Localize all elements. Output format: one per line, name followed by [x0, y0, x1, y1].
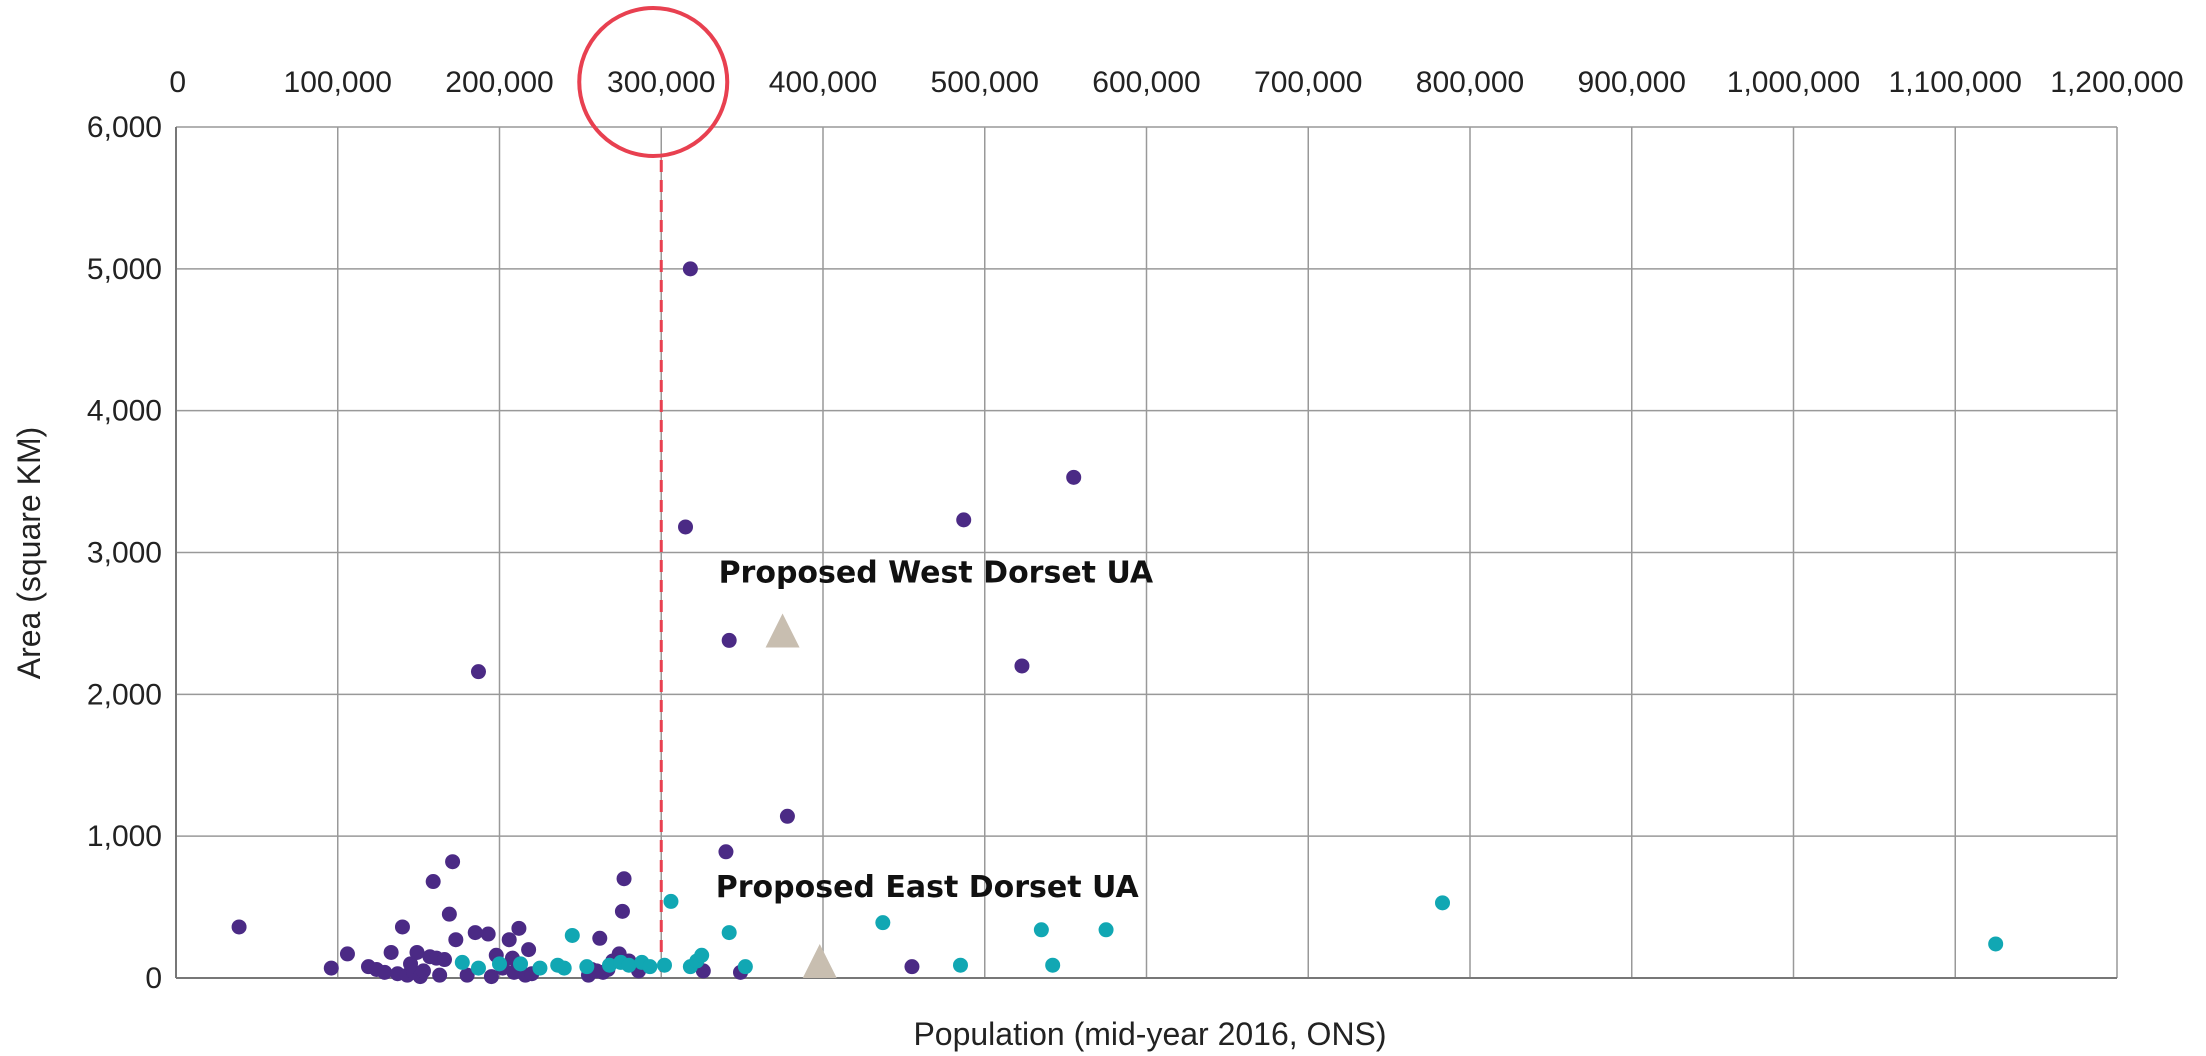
- data-point: [1098, 922, 1114, 938]
- data-point: [339, 946, 355, 962]
- data-point: [425, 874, 441, 890]
- data-point: [721, 925, 737, 941]
- data-point: [663, 893, 679, 909]
- data-point: [323, 960, 339, 976]
- y-tick-label: 1,000: [87, 820, 162, 853]
- proposed-label: Proposed East Dorset UA: [716, 870, 1140, 905]
- data-point: [231, 919, 247, 935]
- x-tick-label: 100,000: [284, 66, 392, 99]
- x-tick-label: 200,000: [445, 66, 553, 99]
- data-point: [956, 512, 972, 528]
- data-point: [415, 963, 431, 979]
- data-point: [521, 942, 537, 958]
- data-point: [1045, 957, 1061, 973]
- x-tick-label: 1,100,000: [1889, 66, 2022, 99]
- data-point: [737, 959, 753, 975]
- proposed-triangle: [765, 613, 800, 648]
- proposed-label: Proposed West Dorset UA: [719, 556, 1154, 591]
- y-tick-label: 2,000: [87, 678, 162, 711]
- x-tick-label: 600,000: [1092, 66, 1200, 99]
- data-point: [501, 932, 517, 948]
- data-point: [513, 956, 529, 972]
- data-point: [642, 959, 658, 975]
- data-point: [480, 926, 496, 942]
- x-tick-label: 400,000: [769, 66, 877, 99]
- x-tick-label: 1,200,000: [2050, 66, 2183, 99]
- data-point: [601, 957, 617, 973]
- x-tick-label: 700,000: [1254, 66, 1362, 99]
- y-tick-label: 4,000: [87, 395, 162, 428]
- y-tick-label: 3,000: [87, 537, 162, 570]
- data-point: [1033, 922, 1049, 938]
- proposed-markers: Proposed West Dorset UA Proposed East Dor…: [716, 556, 1154, 978]
- y-tick-label: 5,000: [87, 253, 162, 286]
- x-tick-label: 1,000,000: [1727, 66, 1860, 99]
- x-tick-label: 500,000: [931, 66, 1039, 99]
- data-point: [459, 967, 475, 983]
- x-axis-title: Population (mid-year 2016, ONS): [913, 1016, 1386, 1052]
- data-point: [904, 959, 920, 975]
- data-point: [511, 920, 527, 936]
- data-point: [718, 844, 734, 860]
- x-tick-label: 800,000: [1416, 66, 1524, 99]
- data-point: [1014, 658, 1030, 674]
- data-point: [394, 919, 410, 935]
- data-point: [621, 957, 637, 973]
- data-point: [437, 952, 453, 968]
- data-point: [441, 906, 457, 922]
- x-tick-label: 900,000: [1578, 66, 1686, 99]
- data-point: [432, 967, 448, 983]
- data-point: [564, 927, 580, 943]
- data-point: [467, 925, 483, 941]
- data-point: [614, 903, 630, 919]
- data-point: [470, 664, 486, 680]
- x-tick-labels: 0 100,000 200,000 300,000 400,000 500,000 600,…: [169, 66, 2183, 99]
- data-point: [377, 964, 393, 980]
- x-tick-label: 300,000: [607, 66, 715, 99]
- data-point: [409, 944, 425, 960]
- data-point: [492, 956, 507, 972]
- data-point: [616, 871, 632, 887]
- data-point: [678, 519, 694, 535]
- data-point: [383, 944, 399, 960]
- data-point: [1988, 936, 2004, 952]
- y-tick-labels: 0 1,000 2,000 3,000 4,000 5,000 6,000: [87, 111, 162, 995]
- data-point: [454, 954, 470, 970]
- y-tick-label: 6,000: [87, 111, 162, 144]
- data-point: [779, 808, 795, 824]
- x-tick-label: 0: [169, 66, 186, 99]
- data-point: [592, 930, 608, 946]
- proposed-triangle: [802, 943, 837, 978]
- y-tick-label: 0: [145, 962, 162, 995]
- data-point: [556, 960, 572, 976]
- data-point: [694, 947, 710, 963]
- data-point: [682, 261, 698, 277]
- data-point: [579, 959, 595, 975]
- data-point: [1066, 469, 1082, 485]
- y-axis-title: Area (square KM): [11, 427, 47, 680]
- data-point: [448, 932, 464, 948]
- data-point: [656, 957, 672, 973]
- data-point: [952, 957, 968, 973]
- data-point: [483, 969, 499, 985]
- data-point: [1435, 895, 1451, 911]
- data-point: [470, 960, 486, 976]
- data-points: [231, 261, 2004, 985]
- gridlines: [175, 126, 2118, 979]
- data-point: [721, 632, 737, 648]
- highlight-circle: [577, 6, 730, 158]
- data-point: [875, 915, 891, 931]
- threshold-layer: [577, 6, 730, 978]
- data-point: [532, 960, 548, 976]
- data-point: [445, 854, 461, 870]
